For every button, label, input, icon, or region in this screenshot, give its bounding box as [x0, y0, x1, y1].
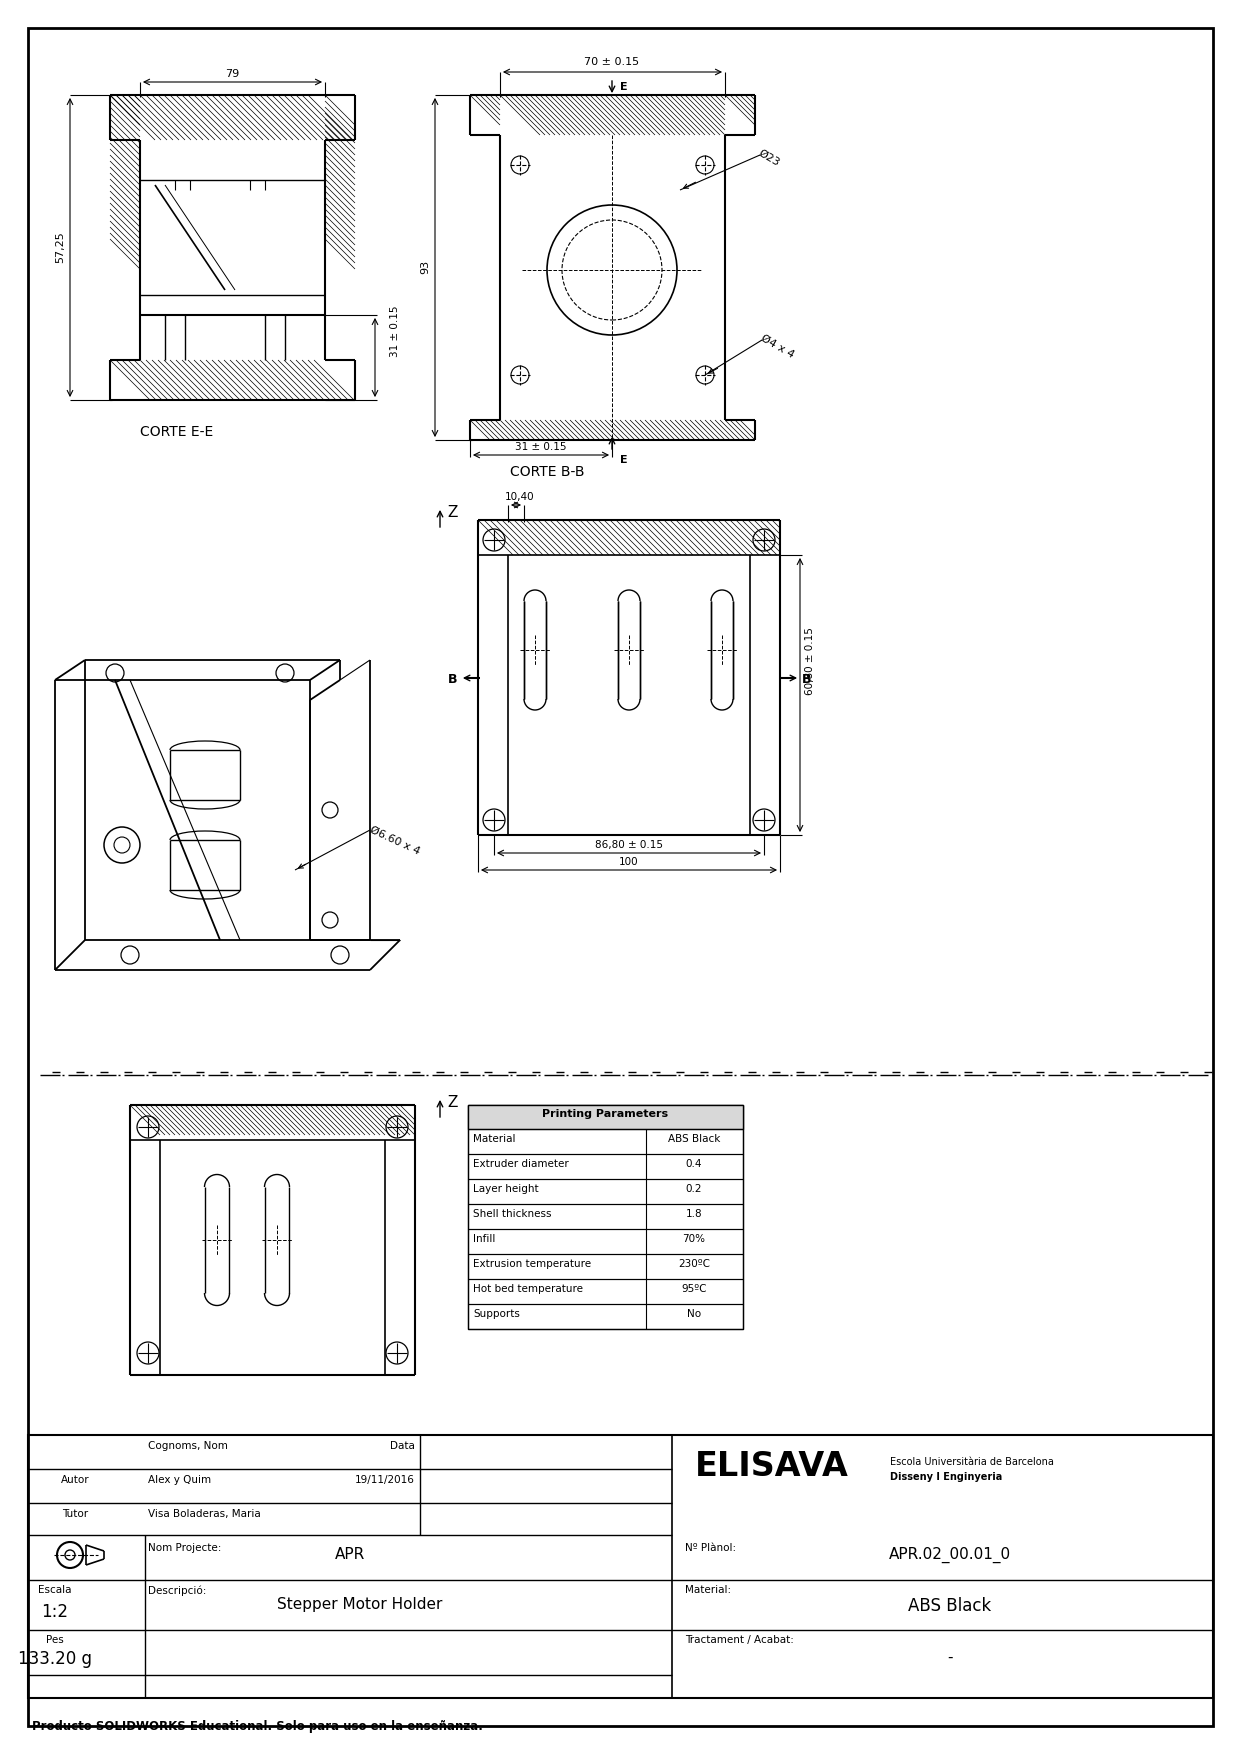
Text: 93: 93	[419, 260, 429, 274]
Text: Z: Z	[447, 1094, 458, 1110]
Text: 1:2: 1:2	[41, 1603, 68, 1621]
Text: Ø4 x 4: Ø4 x 4	[759, 333, 795, 360]
Text: 133.20 g: 133.20 g	[19, 1651, 92, 1668]
Text: Material:: Material:	[685, 1586, 731, 1594]
Text: Producto SOLIDWORKS Educational. Solo para uso en la enseñanza.: Producto SOLIDWORKS Educational. Solo pa…	[32, 1721, 483, 1733]
Text: 70%: 70%	[683, 1235, 705, 1244]
Text: APR: APR	[335, 1547, 365, 1563]
Text: Alex y Quim: Alex y Quim	[148, 1475, 211, 1486]
Text: Z: Z	[447, 505, 458, 519]
Text: 60,80 ± 0.15: 60,80 ± 0.15	[805, 628, 815, 695]
Text: 70 ± 0.15: 70 ± 0.15	[585, 56, 639, 67]
Bar	[468, 1230, 743, 1254]
Text: APR.02_00.01_0: APR.02_00.01_0	[889, 1547, 1011, 1563]
Text: Pes: Pes	[46, 1635, 63, 1645]
Text: B: B	[802, 674, 812, 686]
Text: 86,80 ± 0.15: 86,80 ± 0.15	[594, 840, 663, 851]
Text: Extruder diameter: Extruder diameter	[473, 1159, 568, 1168]
Text: 31 ± 0.15: 31 ± 0.15	[515, 442, 567, 453]
Text: Ø6.60 x 4: Ø6.60 x 4	[367, 824, 421, 858]
Text: Data: Data	[390, 1442, 414, 1451]
Text: 19/11/2016: 19/11/2016	[355, 1475, 414, 1486]
Text: CORTE E-E: CORTE E-E	[140, 424, 213, 438]
Text: Nº Plànol:: Nº Plànol:	[685, 1544, 736, 1552]
Bar	[468, 1279, 743, 1303]
Text: 230ºC: 230ºC	[678, 1259, 710, 1268]
Text: B: B	[448, 674, 457, 686]
Text: -: -	[947, 1651, 953, 1665]
Text: ABS Black: ABS Black	[668, 1135, 720, 1144]
Text: Material: Material	[473, 1135, 515, 1144]
Text: Disseny I Enginyeria: Disseny I Enginyeria	[890, 1472, 1003, 1482]
Text: Tractament / Acabat:: Tractament / Acabat:	[685, 1635, 794, 1645]
Text: Supports: Supports	[473, 1308, 520, 1319]
Text: 10,40: 10,40	[505, 493, 535, 502]
Text: Nom Projecte:: Nom Projecte:	[148, 1544, 221, 1552]
Text: Tutor: Tutor	[62, 1508, 88, 1519]
Text: Hot bed temperature: Hot bed temperature	[473, 1284, 583, 1294]
Text: 57,25: 57,25	[55, 232, 65, 263]
Text: Printing Parameters: Printing Parameters	[542, 1109, 668, 1119]
Bar	[468, 1179, 743, 1203]
Text: E: E	[620, 454, 628, 465]
Bar	[468, 1154, 743, 1179]
Text: 0.4: 0.4	[686, 1159, 702, 1168]
Text: 1.8: 1.8	[686, 1209, 702, 1219]
Text: 100: 100	[619, 858, 639, 866]
Text: Shell thickness: Shell thickness	[473, 1209, 551, 1219]
Text: CORTE B-B: CORTE B-B	[510, 465, 585, 479]
Bar	[468, 1203, 743, 1230]
Text: Escola Universitària de Barcelona: Escola Universitària de Barcelona	[890, 1458, 1054, 1466]
Text: Extrusion temperature: Extrusion temperature	[473, 1259, 591, 1268]
Text: Stepper Motor Holder: Stepper Motor Holder	[277, 1596, 443, 1612]
Bar	[468, 1254, 743, 1279]
Text: ABS Black: ABS Black	[908, 1596, 992, 1615]
Text: No: No	[688, 1308, 701, 1319]
Text: Autor: Autor	[61, 1475, 89, 1486]
Bar	[468, 1303, 743, 1330]
Bar	[468, 1130, 743, 1154]
Bar	[468, 1105, 743, 1130]
Text: Ø23: Ø23	[757, 147, 782, 168]
Text: 31 ± 0.15: 31 ± 0.15	[390, 305, 400, 358]
Text: E: E	[620, 82, 628, 91]
Text: Escala: Escala	[38, 1586, 72, 1594]
Bar	[468, 1105, 743, 1330]
Text: ELISAVA: ELISAVA	[695, 1451, 849, 1482]
Text: Layer height: Layer height	[473, 1184, 539, 1194]
Text: 95ºC: 95ºC	[681, 1284, 707, 1294]
Bar	[29, 1435, 1212, 1698]
Text: 79: 79	[225, 68, 240, 79]
Text: Cognoms, Nom: Cognoms, Nom	[148, 1442, 228, 1451]
Text: Infill: Infill	[473, 1235, 495, 1244]
Text: Descripció:: Descripció:	[148, 1586, 206, 1596]
Text: Visa Boladeras, Maria: Visa Boladeras, Maria	[148, 1508, 261, 1519]
Text: 0.2: 0.2	[686, 1184, 702, 1194]
